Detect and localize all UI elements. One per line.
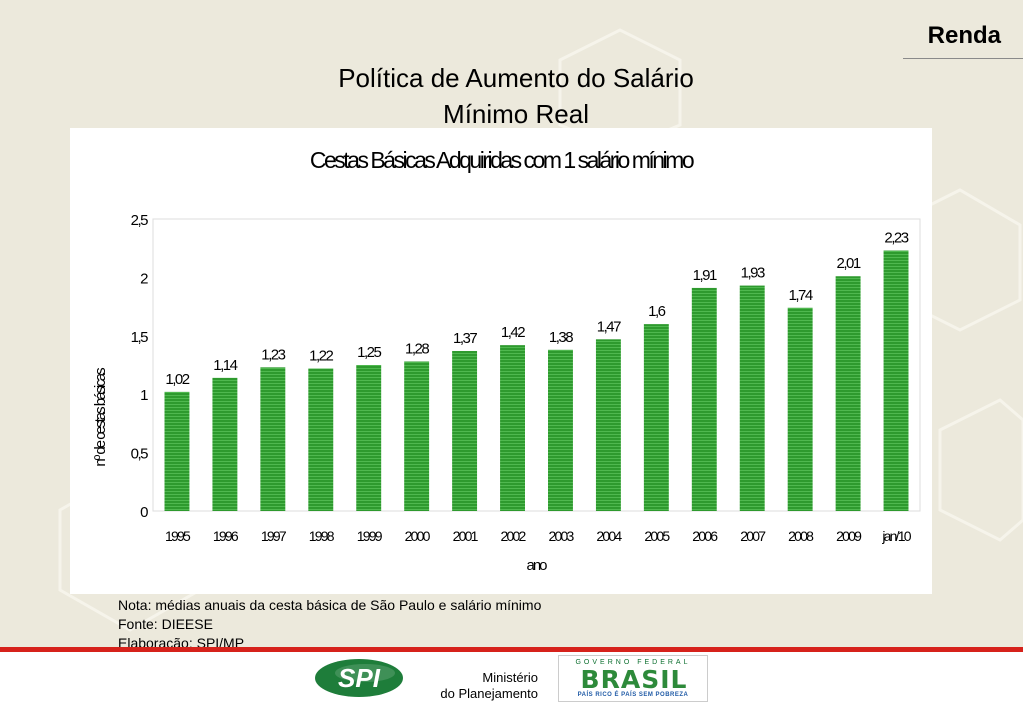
ministry-label: Ministério do Planejamento <box>420 670 538 702</box>
brasil-government-logo: GOVERNO FEDERAL BRASIL PAÍS RICO É PAÍS … <box>558 655 708 702</box>
bar <box>260 367 286 511</box>
plot-border <box>152 218 921 512</box>
ministry-line2: do Planejamento <box>440 686 538 701</box>
footer-red-rule <box>0 647 1023 652</box>
footer-bar <box>0 652 1023 708</box>
x-tick-label: 1998 <box>309 528 335 544</box>
bar-value-label: 2,23 <box>884 230 908 247</box>
x-tick-label: 2000 <box>405 528 431 544</box>
chart-title: Cestas Básicas Adquiridas com 1 salário … <box>310 147 694 173</box>
bar <box>500 345 525 511</box>
y-axis-label: nº de cestas básicas <box>92 368 109 467</box>
x-axis-label: ano <box>526 557 547 574</box>
x-tick-label: 2001 <box>453 528 479 544</box>
spi-logo: SPI <box>315 659 403 697</box>
ministry-line1: Ministério <box>482 670 538 685</box>
y-tick-label: 2 <box>140 270 148 287</box>
slide-title: Política de Aumento do Salário Mínimo Re… <box>210 60 822 132</box>
x-tick-label: 1996 <box>213 528 239 544</box>
bar <box>548 349 573 511</box>
note-text: Nota: médias anuais da cesta básica de S… <box>118 597 542 613</box>
bar <box>595 339 621 511</box>
x-tick-label: 1995 <box>165 528 191 544</box>
y-tick-label: 0,5 <box>131 446 149 463</box>
bar-value-label: 1,42 <box>501 324 525 341</box>
bar <box>835 276 861 511</box>
x-tick-label: 2007 <box>740 528 766 544</box>
bar <box>212 377 238 511</box>
bar <box>404 361 430 511</box>
x-tick-label: 2002 <box>501 528 527 544</box>
bar <box>883 250 909 511</box>
x-tick-label: 2009 <box>836 528 862 544</box>
y-tick-label: 2,5 <box>131 212 149 229</box>
spi-logo-text: SPI <box>338 663 381 693</box>
x-tick-label: 2008 <box>788 528 814 544</box>
bar-value-label: 1,25 <box>357 344 381 361</box>
bar <box>643 324 669 511</box>
bar-value-label: 1,37 <box>453 330 477 347</box>
bar <box>691 287 717 511</box>
chart-panel: Cestas Básicas Adquiridas com 1 salário … <box>70 128 932 594</box>
source-text: Fonte: DIEESE <box>118 616 213 632</box>
bar-chart: Cestas Básicas Adquiridas com 1 salário … <box>92 147 921 574</box>
bar <box>164 391 190 511</box>
bar <box>356 365 382 511</box>
bar <box>452 350 478 511</box>
bar-value-label: 2,01 <box>836 255 860 272</box>
bar-value-label: 1,22 <box>309 348 333 365</box>
plot-area: 0 0,5 1 1,5 2 2,5 1,02 1995 1,14 1996 1,23 1997 1,22… <box>131 212 921 544</box>
x-tick-label: 2006 <box>692 528 718 544</box>
section-divider <box>903 58 1023 59</box>
x-tick-label: jan/10 <box>881 528 911 544</box>
y-tick-label: 0 <box>140 504 148 521</box>
bar-value-label: 1,6 <box>648 303 666 320</box>
bar <box>787 307 813 511</box>
y-tick-label: 1 <box>140 387 148 404</box>
slide-title-line2: Mínimo Real <box>443 99 589 129</box>
brasil-wordmark: BRASIL <box>580 665 688 694</box>
bar-value-label: 1,74 <box>789 287 813 304</box>
source-notes: Nota: médias anuais da cesta básica de S… <box>118 596 541 653</box>
x-tick-label: 1997 <box>261 528 287 544</box>
bar-value-label: 1,38 <box>549 329 573 346</box>
gov-label: GOVERNO FEDERAL <box>575 659 691 666</box>
x-tick-label: 1999 <box>357 528 383 544</box>
y-tick-label: 1,5 <box>131 329 149 346</box>
bar <box>739 285 765 511</box>
bar-value-label: 1,47 <box>597 318 621 335</box>
section-tag: Renda <box>927 22 1001 49</box>
bar-value-label: 1,23 <box>261 346 285 363</box>
bar-value-label: 1,93 <box>741 265 765 282</box>
slide-title-line1: Política de Aumento do Salário <box>338 63 694 93</box>
bar-value-label: 1,91 <box>693 267 717 284</box>
bar <box>308 368 334 511</box>
x-tick-label: 2004 <box>596 528 622 544</box>
brasil-slogan: PAÍS RICO É PAÍS SEM POBREZA <box>577 692 689 698</box>
bar-value-label: 1,02 <box>165 371 189 388</box>
x-tick-label: 2005 <box>644 528 670 544</box>
bar-value-label: 1,28 <box>405 340 429 357</box>
x-tick-label: 2003 <box>548 528 574 544</box>
bar-value-label: 1,14 <box>213 357 237 374</box>
